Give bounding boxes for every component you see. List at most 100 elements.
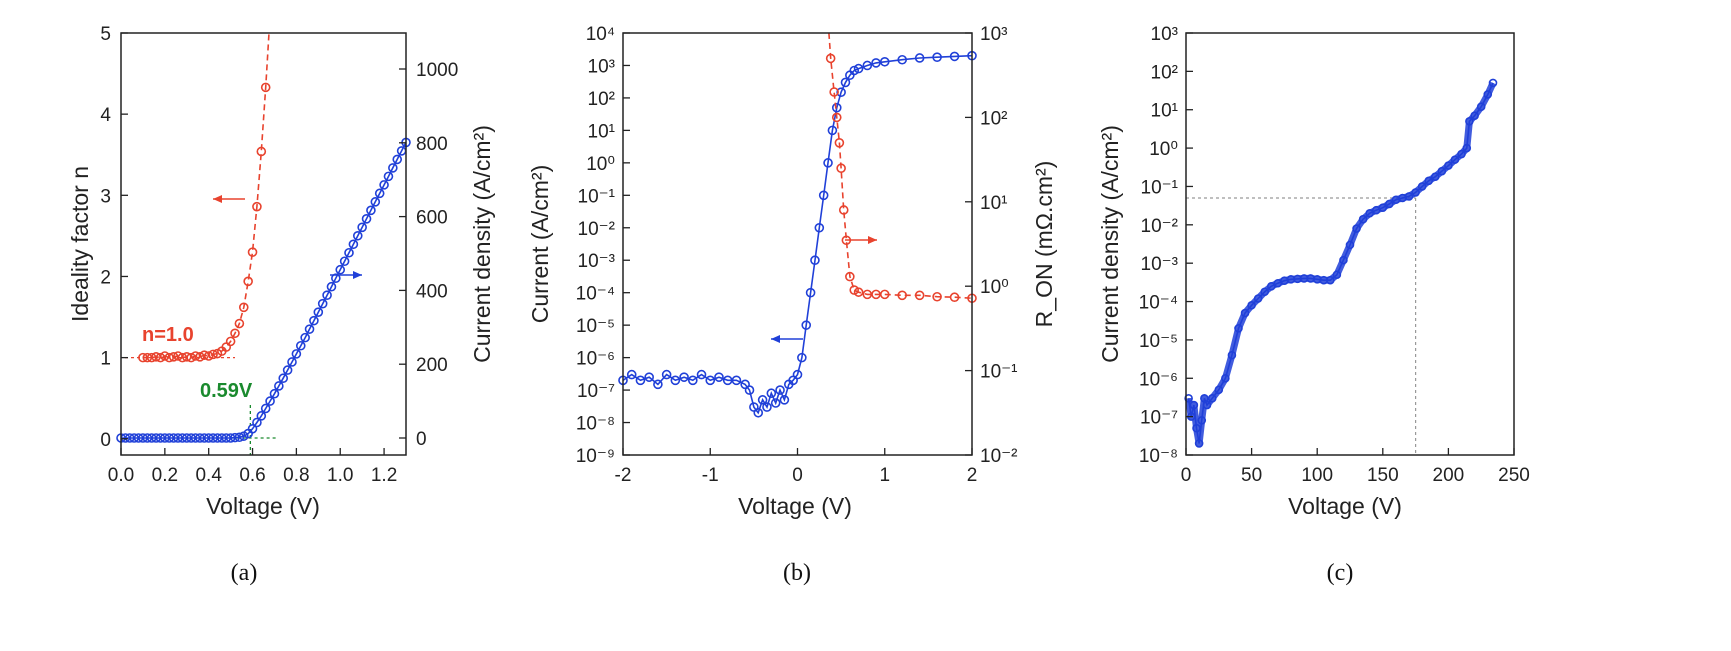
panel-c-ytick-label: 10³: [1151, 24, 1178, 45]
panel-c-series-point: [1358, 214, 1368, 224]
panel-a-ideality-point: [238, 302, 249, 313]
panel-a-ytick-right-label: 400: [416, 281, 448, 302]
panel-b-current-point: [653, 379, 663, 390]
panel-a-ytick-right-label: 0: [416, 429, 427, 450]
panel-c-ytick-label: 10⁻⁸: [1139, 446, 1178, 467]
panel-b-current-point: [949, 51, 960, 62]
panel-a-current-point: [234, 432, 245, 443]
panel-b-ytick-label: 10⁻⁸: [576, 414, 615, 435]
panel-a-current-point: [388, 163, 398, 173]
panel-a-ideality-point: [247, 247, 258, 257]
panel-a-ideality-point: [190, 351, 201, 361]
panel-b-current-point: [914, 53, 925, 63]
panel-a-ideality-point: [186, 352, 196, 363]
panel-b-current-point: [744, 385, 755, 395]
panel-b-current-point: [862, 60, 873, 71]
panel-b-current-point: [810, 255, 820, 266]
panel-b-ytick-label: 10²: [588, 89, 615, 110]
panel-b-marks: [618, 32, 977, 418]
panel-c-series-point: [1488, 78, 1498, 88]
panel-b-current-point: [753, 407, 764, 418]
panel-a-marks: [116, 32, 411, 455]
panel-a-ytick-label: 0: [100, 430, 111, 451]
panel-c-series-point: [1444, 161, 1453, 170]
panel-c-series-point: [1465, 116, 1474, 126]
panel-c-ytick-label: 10⁻²: [1141, 216, 1179, 237]
panel-b-ytick-right-label: 10²: [980, 108, 1007, 129]
panel-b-current-point: [779, 395, 790, 405]
panel-a-ideality-point: [203, 351, 214, 361]
panel-a-ytick-label: 4: [100, 105, 111, 126]
panel-b-ytick-right-label: 10⁻²: [980, 446, 1018, 467]
panel-a-ideality-point: [208, 349, 218, 360]
panel-b-current-point: [814, 222, 825, 233]
panel-b-current-point: [827, 125, 838, 136]
panel-a-current-point: [247, 423, 258, 434]
panel-b-ron-point: [853, 287, 864, 297]
panel-c-ytick-label: 10²: [1151, 62, 1178, 83]
panel-a-ylabel-right: Current density (A/cm²): [469, 125, 495, 363]
panel-a-ideality-point: [151, 352, 161, 362]
panel-b-ytick-label: 10⁻⁵: [576, 316, 615, 337]
panel-c-series-point: [1411, 188, 1420, 197]
panel-c-series-point: [1345, 240, 1355, 250]
panel-c-series-point: [1365, 208, 1374, 218]
panel-c-xtick-label: 150: [1367, 465, 1399, 486]
panel-c-series-point: [1260, 287, 1270, 297]
panel-b-current-point: [818, 190, 829, 201]
panel-a: 0.0 0.2 0.4 0.6 0.8 1.0 1.2 0 1 2 3 4 5 0 200 400 600 800…: [67, 24, 495, 586]
panel-c-series-point: [1194, 439, 1204, 448]
panel-b-ron-point: [914, 290, 925, 301]
panel-c-series-point: [1462, 143, 1472, 153]
panel-b-ron-point: [897, 290, 908, 301]
panel-a-turnon-note: 0.59V: [200, 380, 253, 402]
panel-c-xtick-label: 0: [1181, 465, 1192, 486]
panel-a-current-point: [339, 256, 350, 267]
panel-b-ylabel-right: R_ON (mΩ.cm²): [1031, 161, 1057, 328]
panel-c-ytick-label: 10¹: [1151, 101, 1178, 122]
panel-a-left-arrow-head: [213, 195, 222, 203]
panel-c-series-point: [1417, 182, 1427, 191]
panel-b-xtick-label: 2: [967, 465, 978, 486]
panel-c-frame: [1185, 32, 1515, 456]
panel-b-current-point: [823, 158, 833, 168]
panel-a-current-point: [278, 373, 289, 384]
panel-a-ideality-point: [160, 351, 170, 361]
panel-a-ideality-point: [243, 276, 253, 287]
panel-b-current-point: [661, 369, 672, 380]
panel-b-current-point: [687, 375, 698, 386]
panel-b-ytick-right-label: 10³: [980, 24, 1007, 45]
panel-b-current-point: [840, 77, 851, 88]
panel-b-current-point: [801, 320, 812, 330]
panel-c-xtick-label: 250: [1498, 465, 1530, 486]
panel-a-ideality-point: [260, 82, 271, 93]
panel-b-current-point: [853, 63, 864, 74]
panel-b-ron-point: [879, 289, 890, 300]
panel-a-current-line: [121, 142, 407, 439]
panel-b-current-point: [805, 287, 816, 298]
panel-a-xtick-label: 0.0: [108, 465, 134, 486]
panel-b-ron-point: [845, 271, 855, 282]
panel-a-current-point: [379, 180, 389, 190]
panel-a-ideality-point: [173, 351, 183, 361]
panel-b-current-point: [871, 58, 881, 68]
panel-a-ytick-right-label: 800: [416, 134, 448, 155]
panel-c-xtick-label: 50: [1241, 465, 1262, 486]
panel-b-ron-point: [838, 205, 849, 215]
panel-b-current-point: [670, 375, 681, 386]
panel-a-current-point: [274, 381, 284, 391]
panel-b-current-point: [731, 375, 742, 386]
panel-b-ron-line: [828, 32, 973, 299]
panel-a-current-point: [291, 349, 302, 359]
panel-b-current-point: [849, 65, 860, 76]
panel-a-current-point: [300, 332, 310, 343]
panel-c-series-point: [1424, 176, 1434, 186]
panel-a-ideality-point: [168, 352, 179, 362]
panel-a-xtick-label: 1.2: [371, 465, 397, 486]
panel-b-ytick-label: 10⁻⁹: [576, 446, 615, 467]
panel-b-ytick-label: 10⁻⁶: [576, 349, 615, 370]
panel-b-xtick-label: -1: [702, 465, 719, 486]
panel-a-ylabel-left: Ideality factor n: [67, 166, 93, 322]
panel-a-current-point: [344, 247, 354, 258]
panel-a-xtick-label: 0.2: [152, 465, 178, 486]
